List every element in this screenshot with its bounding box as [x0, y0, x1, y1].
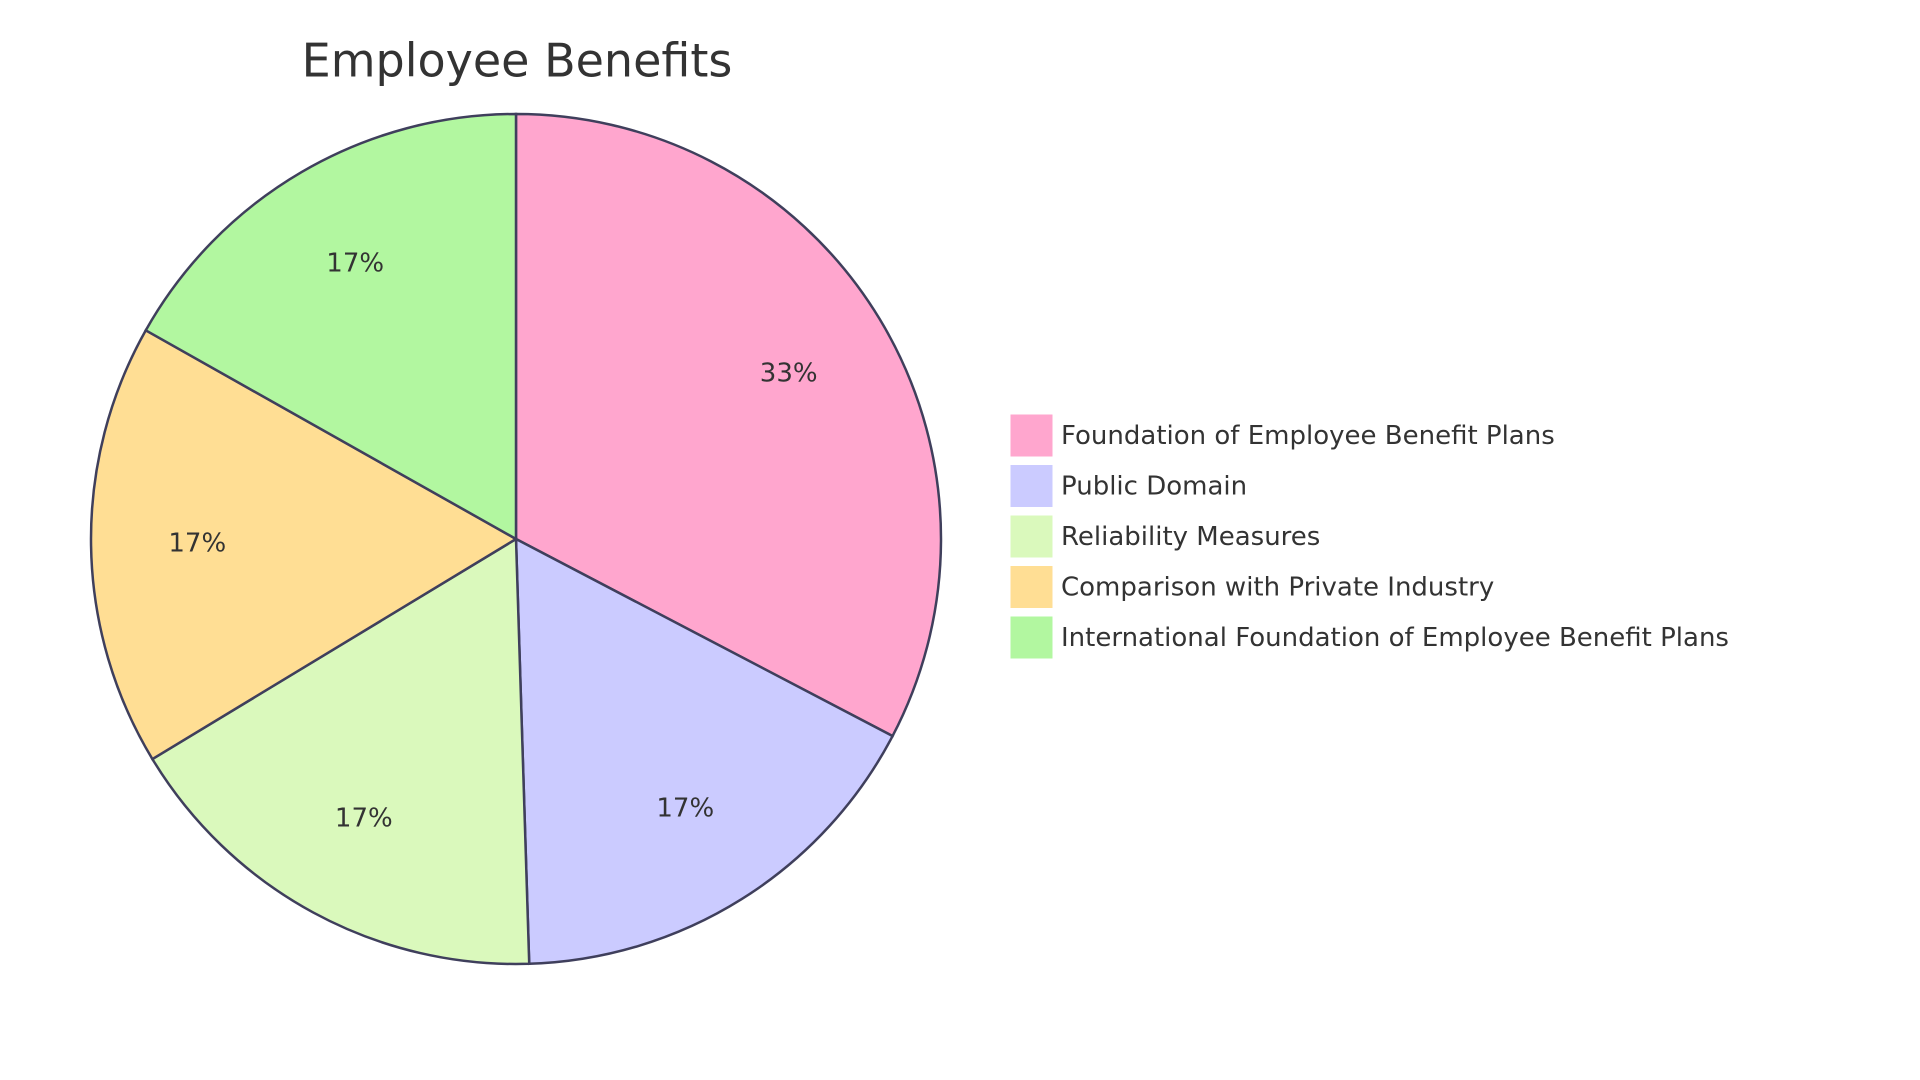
legend-swatch	[1009, 413, 1054, 458]
legend-label: Foundation of Employee Benefit Plans	[1061, 421, 1555, 451]
legend-swatch	[1009, 615, 1054, 660]
pie-slice	[89, 328, 519, 761]
legend-label: Comparison with Private Industry	[1061, 573, 1494, 603]
slice-label: 17%	[335, 804, 393, 834]
legend-swatch	[1009, 464, 1054, 508]
pie-slice	[144, 112, 518, 542]
pie-slice	[514, 112, 943, 738]
slice-label: 17%	[168, 528, 226, 558]
slice-label: 33%	[760, 358, 818, 388]
legend-swatch	[1009, 565, 1054, 609]
slice-label: 17%	[656, 794, 714, 824]
chart-title: Employee Benefits	[302, 34, 733, 88]
slice-label: 17%	[326, 248, 384, 278]
legend-swatch	[1009, 514, 1054, 559]
legend-label: International Foundation of Employee Ben…	[1061, 623, 1729, 653]
pie-slice	[514, 536, 895, 966]
legend-label: Reliability Measures	[1061, 522, 1320, 552]
pie-slice	[150, 536, 531, 966]
legend-label: Public Domain	[1061, 472, 1247, 502]
